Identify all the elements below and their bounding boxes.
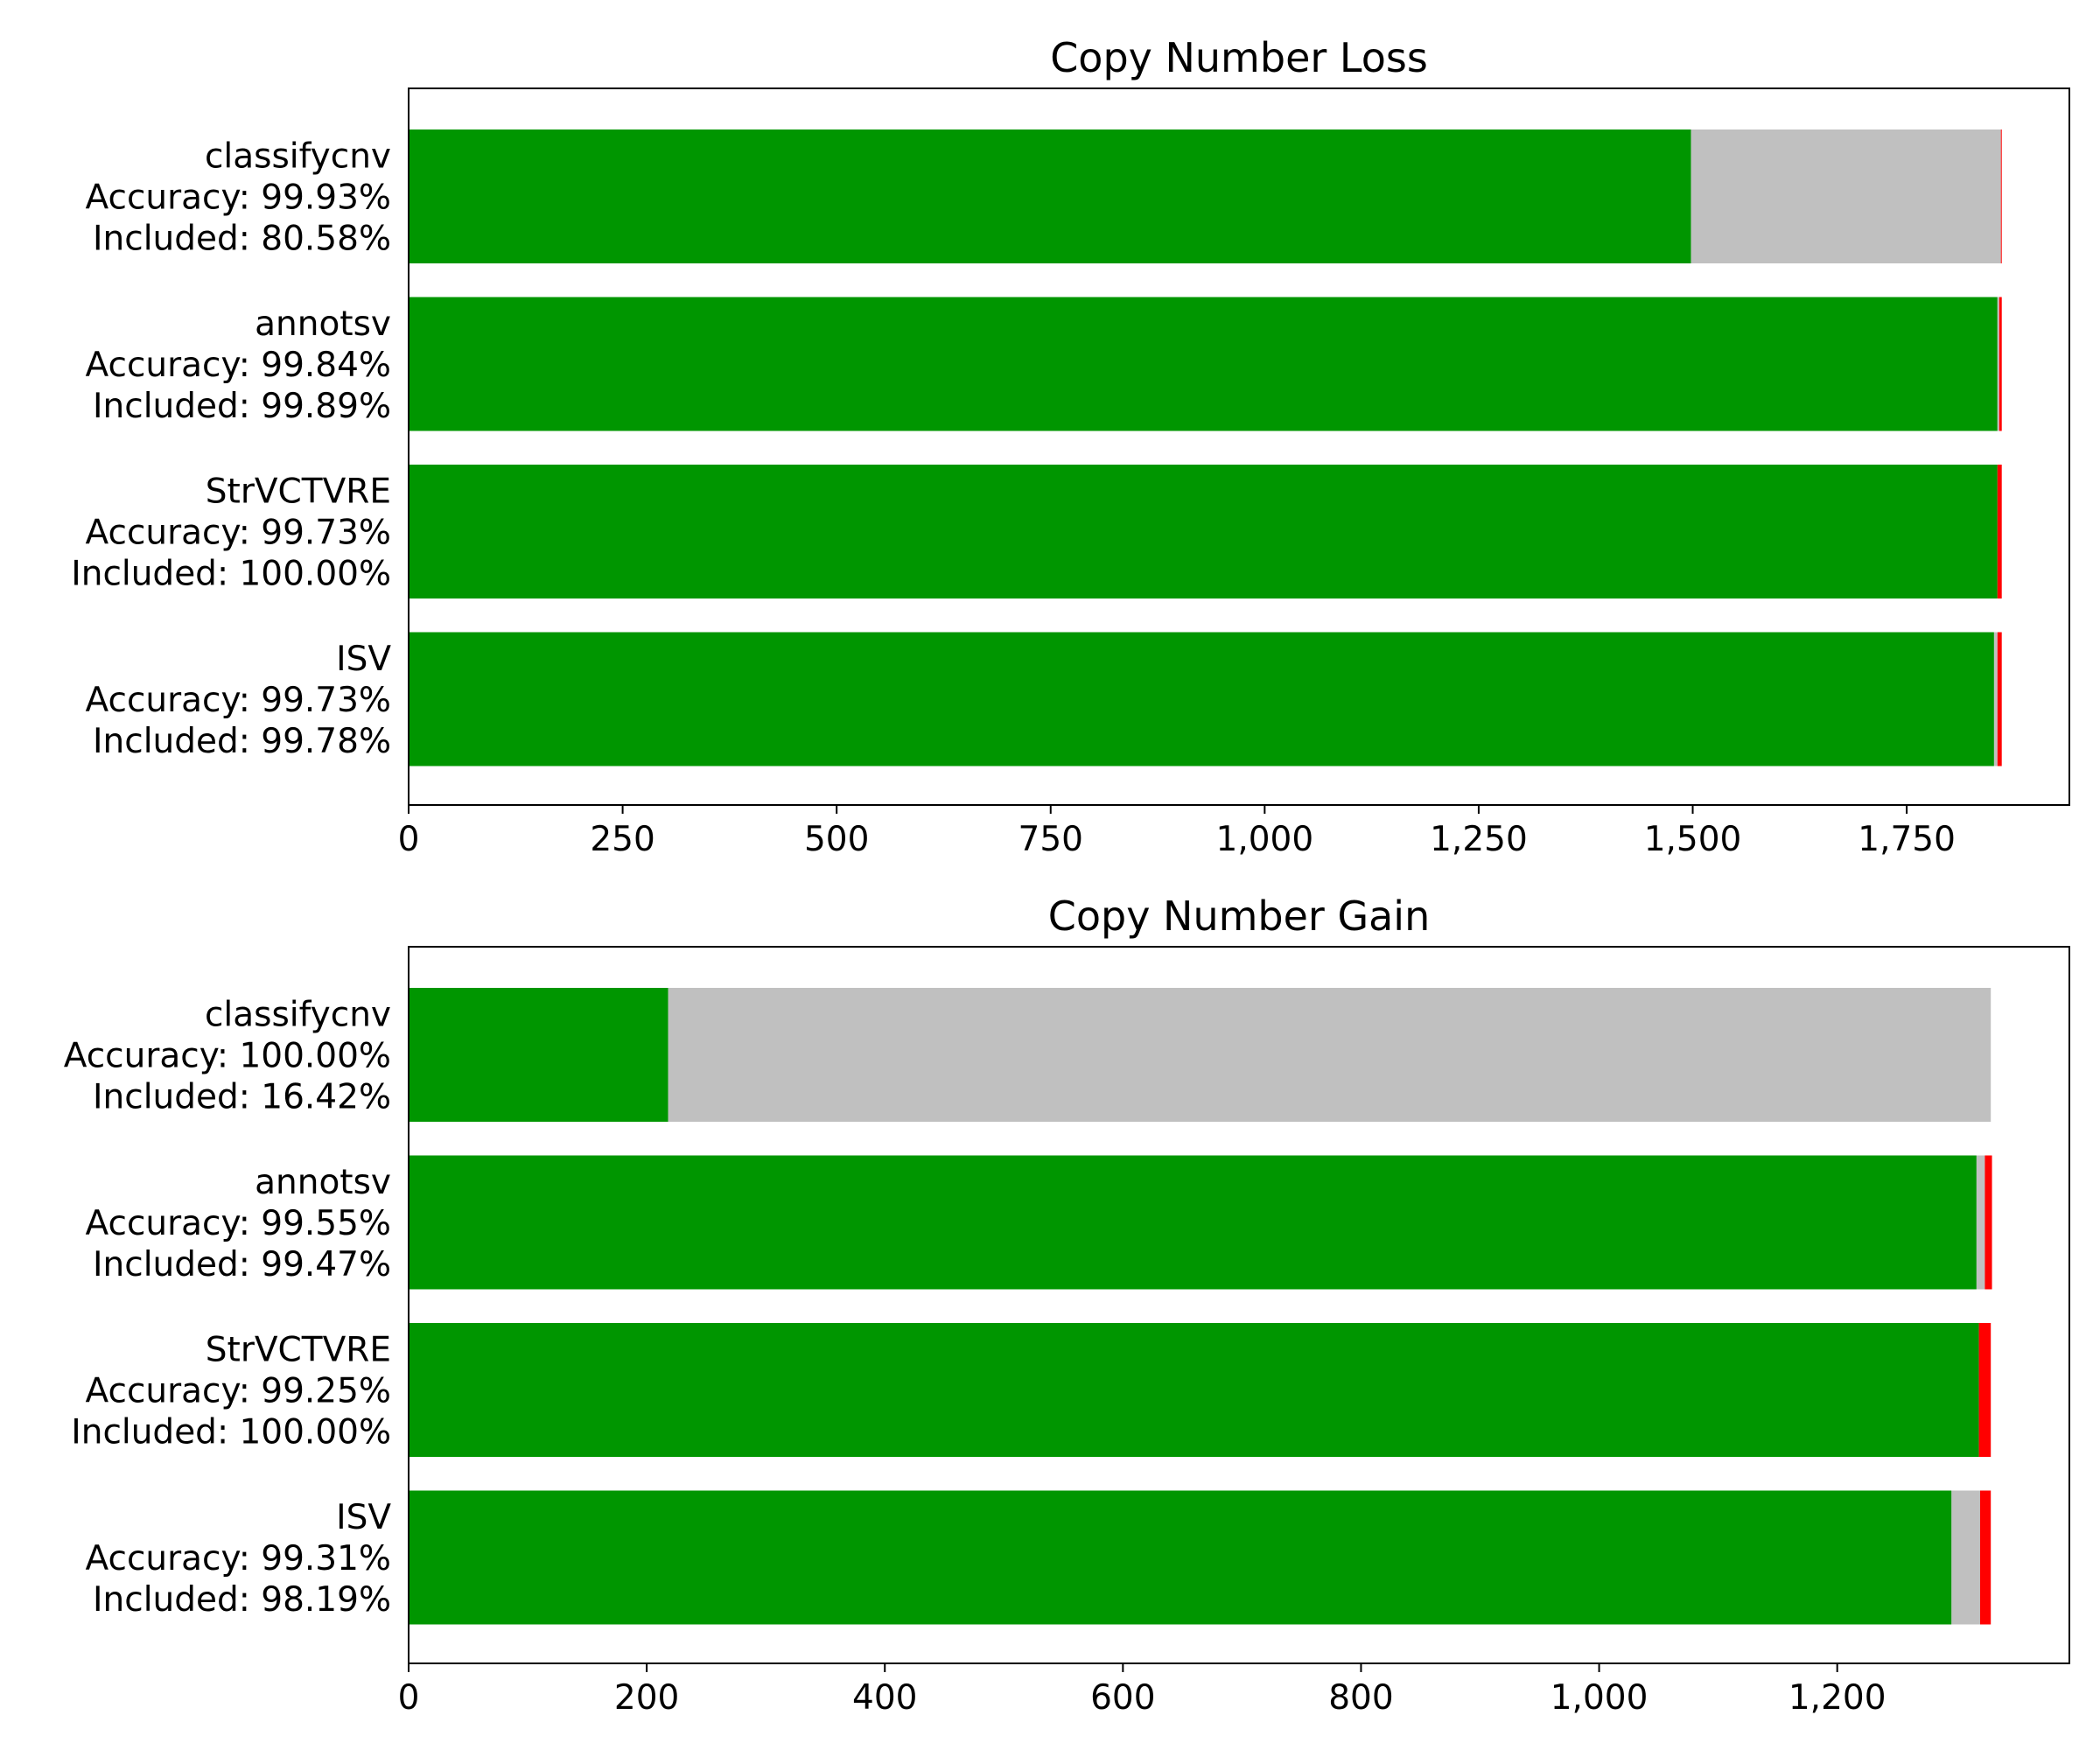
bar-excluded: [1994, 633, 1998, 766]
y-label-name: classifycnv: [205, 137, 391, 177]
x-tick-label: 1,000: [1550, 1678, 1648, 1718]
y-label-included: Included: 100.00%: [71, 555, 391, 594]
x-tick-label: 800: [1328, 1678, 1393, 1718]
x-tick-label: 1,250: [1430, 820, 1528, 859]
bar-correct: [409, 633, 1994, 766]
x-tick-label: 250: [590, 820, 654, 859]
y-label-included: Included: 99.47%: [93, 1245, 391, 1284]
bar-incorrect: [1979, 1323, 1992, 1457]
y-label-accuracy: Accuracy: 99.55%: [86, 1204, 391, 1243]
y-label-name: annotsv: [255, 1163, 391, 1202]
y-label-included: Included: 16.42%: [93, 1078, 391, 1117]
y-label-accuracy: Accuracy: 99.84%: [86, 346, 391, 385]
y-label-name: StrVCTVRE: [206, 1331, 391, 1370]
bar-excluded: [1998, 298, 1999, 431]
bars: [409, 988, 1992, 1625]
bars: [409, 130, 2002, 766]
chart-title: Copy Number Gain: [1048, 892, 1430, 940]
x-tick-label: 750: [1018, 820, 1083, 859]
bar-correct: [409, 1323, 1979, 1457]
y-label-accuracy: Accuracy: 99.73%: [86, 514, 391, 553]
bar-incorrect: [1999, 298, 2002, 431]
bar-excluded: [668, 988, 1992, 1122]
y-label-accuracy: Accuracy: 99.25%: [86, 1372, 391, 1411]
bar-incorrect: [1998, 633, 2002, 766]
y-label-accuracy: Accuracy: 99.73%: [86, 681, 391, 720]
x-tick-label: 600: [1090, 1678, 1155, 1718]
bar-excluded: [1691, 130, 2001, 263]
chart-title: Copy Number Loss: [1050, 34, 1428, 81]
bar-incorrect: [1984, 1156, 1992, 1290]
y-label-name: classifycnv: [205, 996, 391, 1035]
x-tick-label: 1,200: [1788, 1678, 1886, 1718]
y-label-included: Included: 80.58%: [93, 220, 391, 259]
y-label-name: ISV: [336, 1498, 391, 1537]
x-tick-label: 1,750: [1858, 820, 1956, 859]
y-label-included: Included: 99.78%: [93, 722, 391, 761]
y-label-name: StrVCTVRE: [206, 472, 391, 512]
x-tick-label: 1,000: [1216, 820, 1314, 859]
bar-correct: [409, 1156, 1977, 1290]
y-label-included: Included: 99.89%: [93, 387, 391, 426]
x-tick-label: 0: [398, 1678, 420, 1718]
x-tick-label: 200: [614, 1678, 679, 1718]
bar-correct: [409, 298, 1998, 431]
bar-correct: [409, 465, 1998, 598]
x-tick-label: 0: [398, 820, 420, 859]
bar-incorrect: [1998, 465, 2002, 598]
bar-incorrect: [2001, 130, 2002, 263]
y-label-accuracy: Accuracy: 99.93%: [86, 178, 391, 218]
x-axis: 0 200 400 600 800 1,000 1,200: [398, 1663, 1886, 1718]
bar-incorrect: [1980, 1491, 1991, 1625]
y-label-included: Included: 100.00%: [71, 1413, 391, 1452]
bar-excluded: [1951, 1491, 1980, 1625]
y-label-name: annotsv: [255, 304, 391, 344]
y-label-accuracy: Accuracy: 100.00%: [64, 1037, 391, 1076]
x-tick-label: 400: [852, 1678, 917, 1718]
x-tick-label: 1,500: [1644, 820, 1742, 859]
bar-excluded: [1977, 1156, 1985, 1290]
y-label-included: Included: 98.19%: [93, 1580, 391, 1620]
x-axis: 0 250 500 750 1,000 1,250 1,500 1,750: [398, 805, 1956, 859]
bar-correct: [409, 988, 668, 1122]
bar-correct: [409, 130, 1691, 263]
y-label-accuracy: Accuracy: 99.31%: [86, 1539, 391, 1578]
bar-correct: [409, 1491, 1951, 1625]
x-tick-label: 500: [804, 820, 869, 859]
y-label-name: ISV: [336, 640, 391, 679]
